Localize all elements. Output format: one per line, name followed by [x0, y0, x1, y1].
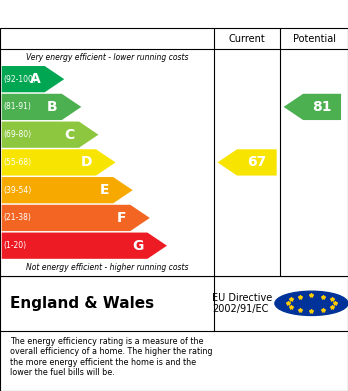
- Text: the more energy efficient the home is and the: the more energy efficient the home is an…: [10, 357, 197, 366]
- Text: The energy efficiency rating is a measure of the: The energy efficiency rating is a measur…: [10, 337, 204, 346]
- Text: (1-20): (1-20): [3, 241, 26, 250]
- Text: (81-91): (81-91): [3, 102, 31, 111]
- Text: Energy Efficiency Rating: Energy Efficiency Rating: [10, 7, 220, 22]
- Polygon shape: [2, 233, 167, 259]
- Polygon shape: [2, 94, 81, 120]
- Text: lower the fuel bills will be.: lower the fuel bills will be.: [10, 368, 115, 377]
- Polygon shape: [284, 94, 341, 120]
- Text: G: G: [132, 239, 143, 253]
- Polygon shape: [2, 149, 116, 176]
- Circle shape: [275, 291, 348, 316]
- Polygon shape: [2, 122, 98, 148]
- Text: (21-38): (21-38): [3, 213, 31, 222]
- Text: Current: Current: [229, 34, 266, 44]
- Polygon shape: [2, 66, 64, 92]
- Text: EU Directive
2002/91/EC: EU Directive 2002/91/EC: [212, 292, 272, 314]
- Text: (69-80): (69-80): [3, 130, 32, 139]
- Text: A: A: [30, 72, 40, 86]
- Text: 81: 81: [313, 100, 332, 114]
- Text: F: F: [117, 211, 126, 225]
- Polygon shape: [218, 149, 277, 176]
- Text: Very energy efficient - lower running costs: Very energy efficient - lower running co…: [26, 53, 188, 62]
- Text: C: C: [64, 128, 75, 142]
- Text: (55-68): (55-68): [3, 158, 32, 167]
- Text: England & Wales: England & Wales: [10, 296, 155, 311]
- Text: (39-54): (39-54): [3, 186, 32, 195]
- Text: Not energy efficient - higher running costs: Not energy efficient - higher running co…: [26, 263, 188, 272]
- Text: overall efficiency of a home. The higher the rating: overall efficiency of a home. The higher…: [10, 347, 213, 356]
- Polygon shape: [2, 205, 150, 231]
- Text: 67: 67: [247, 155, 267, 169]
- Text: Potential: Potential: [293, 34, 335, 44]
- Text: D: D: [80, 155, 92, 169]
- Text: B: B: [47, 100, 58, 114]
- Text: (92-100): (92-100): [3, 75, 36, 84]
- Text: E: E: [100, 183, 109, 197]
- Polygon shape: [2, 177, 133, 203]
